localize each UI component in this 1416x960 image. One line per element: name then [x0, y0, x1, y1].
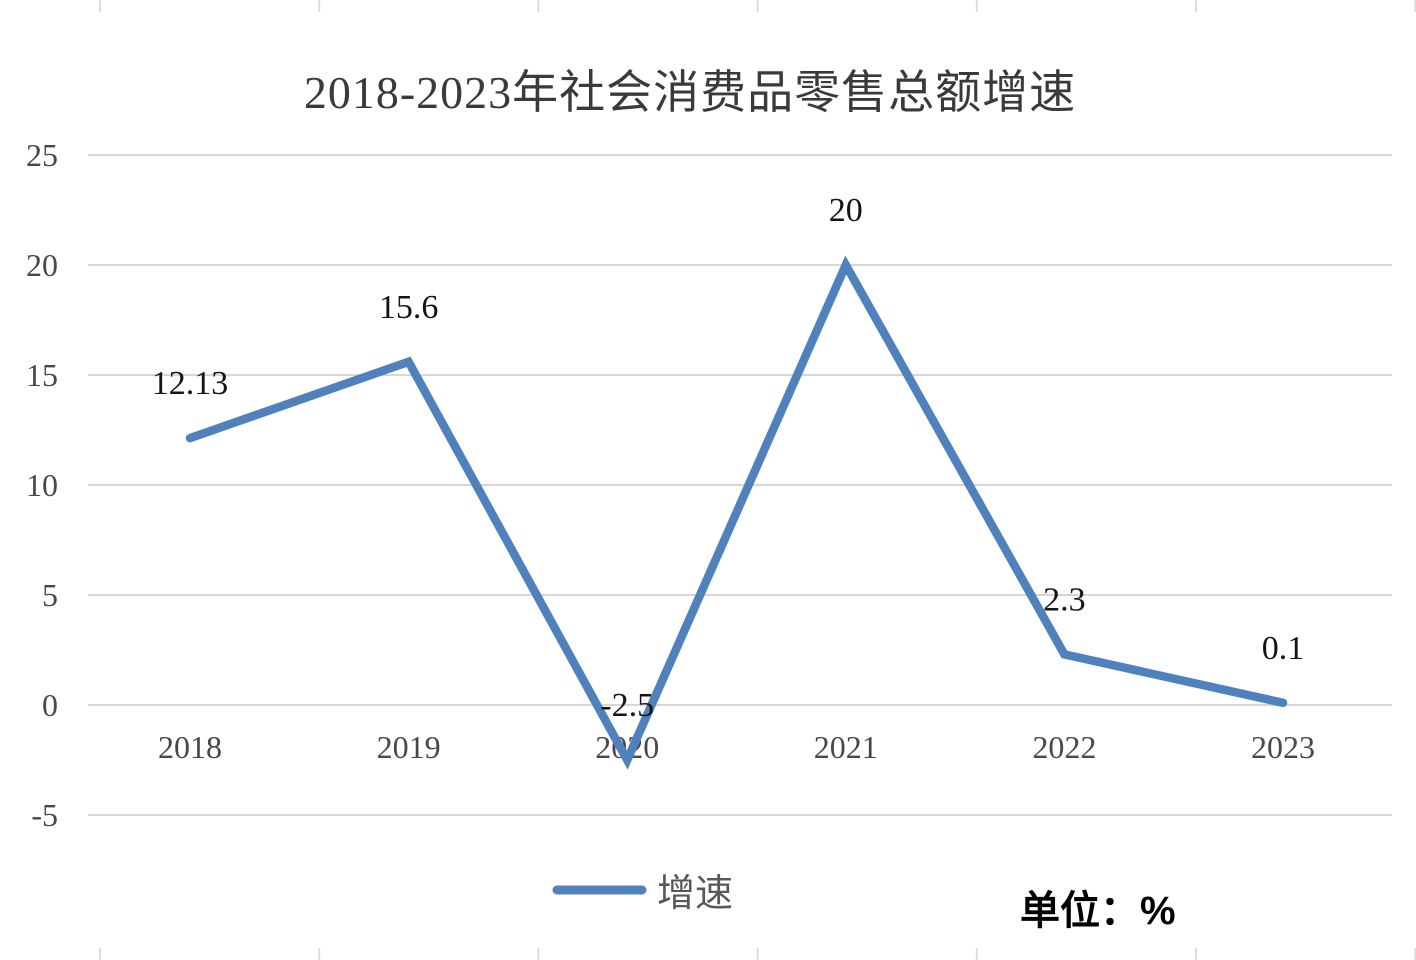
y-tick-label: 25: [26, 137, 58, 173]
y-tick-label: 0: [42, 687, 58, 723]
y-tick-label: -5: [31, 797, 58, 833]
x-tick-label: 2021: [814, 729, 878, 765]
y-tick-label: 15: [26, 357, 58, 393]
legend-series-label: 增速: [657, 873, 734, 915]
data-label: 0.1: [1262, 630, 1305, 667]
unit-label: 单位：%: [1020, 889, 1176, 933]
data-label: 12.13: [152, 365, 229, 402]
x-tick-label: 2022: [1032, 729, 1096, 765]
x-tick-label: 2023: [1251, 729, 1315, 765]
data-label: 2.3: [1043, 581, 1086, 618]
legend: 增速: [552, 862, 733, 917]
data-label: 20: [829, 192, 863, 229]
x-tick-label: 2019: [377, 729, 441, 765]
x-tick-label: 2018: [158, 729, 222, 765]
legend-line-swatch: [552, 885, 647, 894]
data-label: -2.5: [600, 687, 654, 724]
growth-line: [185, 255, 1288, 770]
chart-title: 2018-2023年社会消费品零售总额增速: [303, 67, 1077, 118]
y-tick-label: 20: [26, 247, 58, 283]
y-tick-label: 10: [26, 467, 58, 503]
data-label: 15.6: [379, 289, 439, 326]
y-tick-label: 5: [42, 577, 58, 613]
